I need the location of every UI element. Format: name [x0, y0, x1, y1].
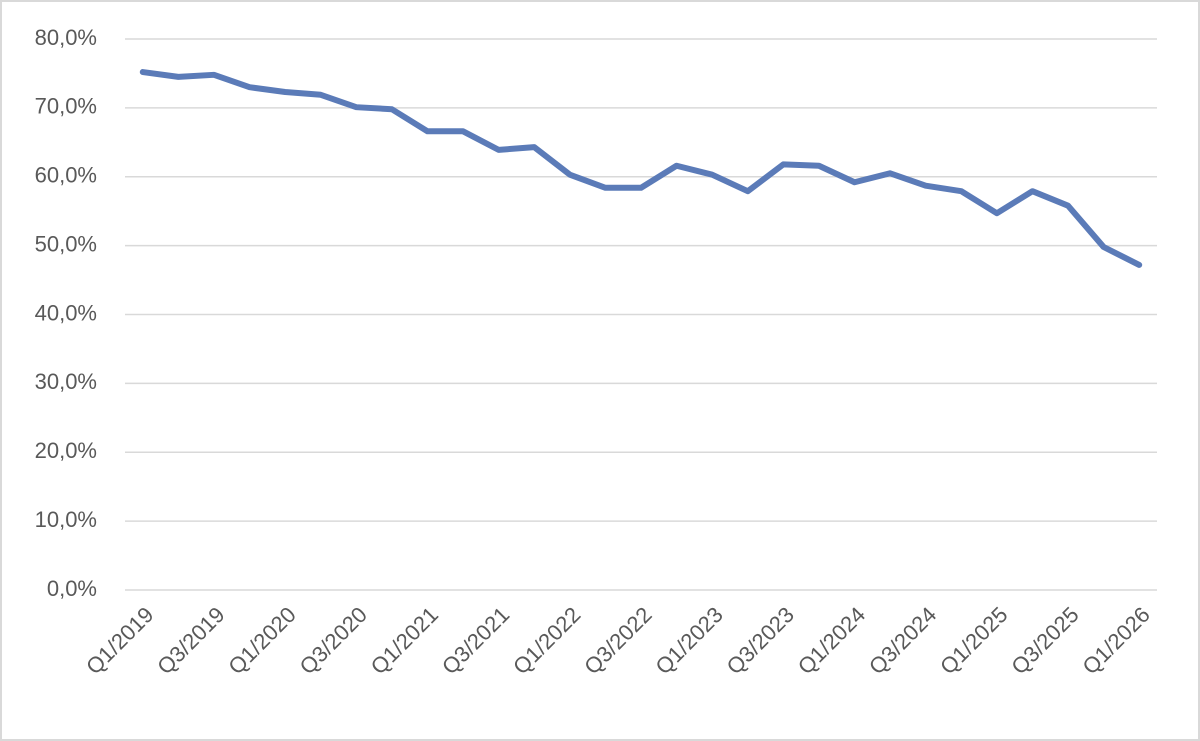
y-tick-label: 30,0% [35, 369, 97, 394]
y-tick-label: 50,0% [35, 231, 97, 256]
data-line [139, 69, 1143, 268]
y-tick-label: 40,0% [35, 300, 97, 325]
y-tick-label: 20,0% [35, 438, 97, 463]
y-tick-label: 60,0% [35, 163, 97, 188]
y-tick-label: 70,0% [35, 94, 97, 119]
y-tick-label: 0,0% [47, 576, 97, 601]
y-tick-label: 80,0% [35, 25, 97, 50]
y-tick-label: 10,0% [35, 507, 97, 532]
